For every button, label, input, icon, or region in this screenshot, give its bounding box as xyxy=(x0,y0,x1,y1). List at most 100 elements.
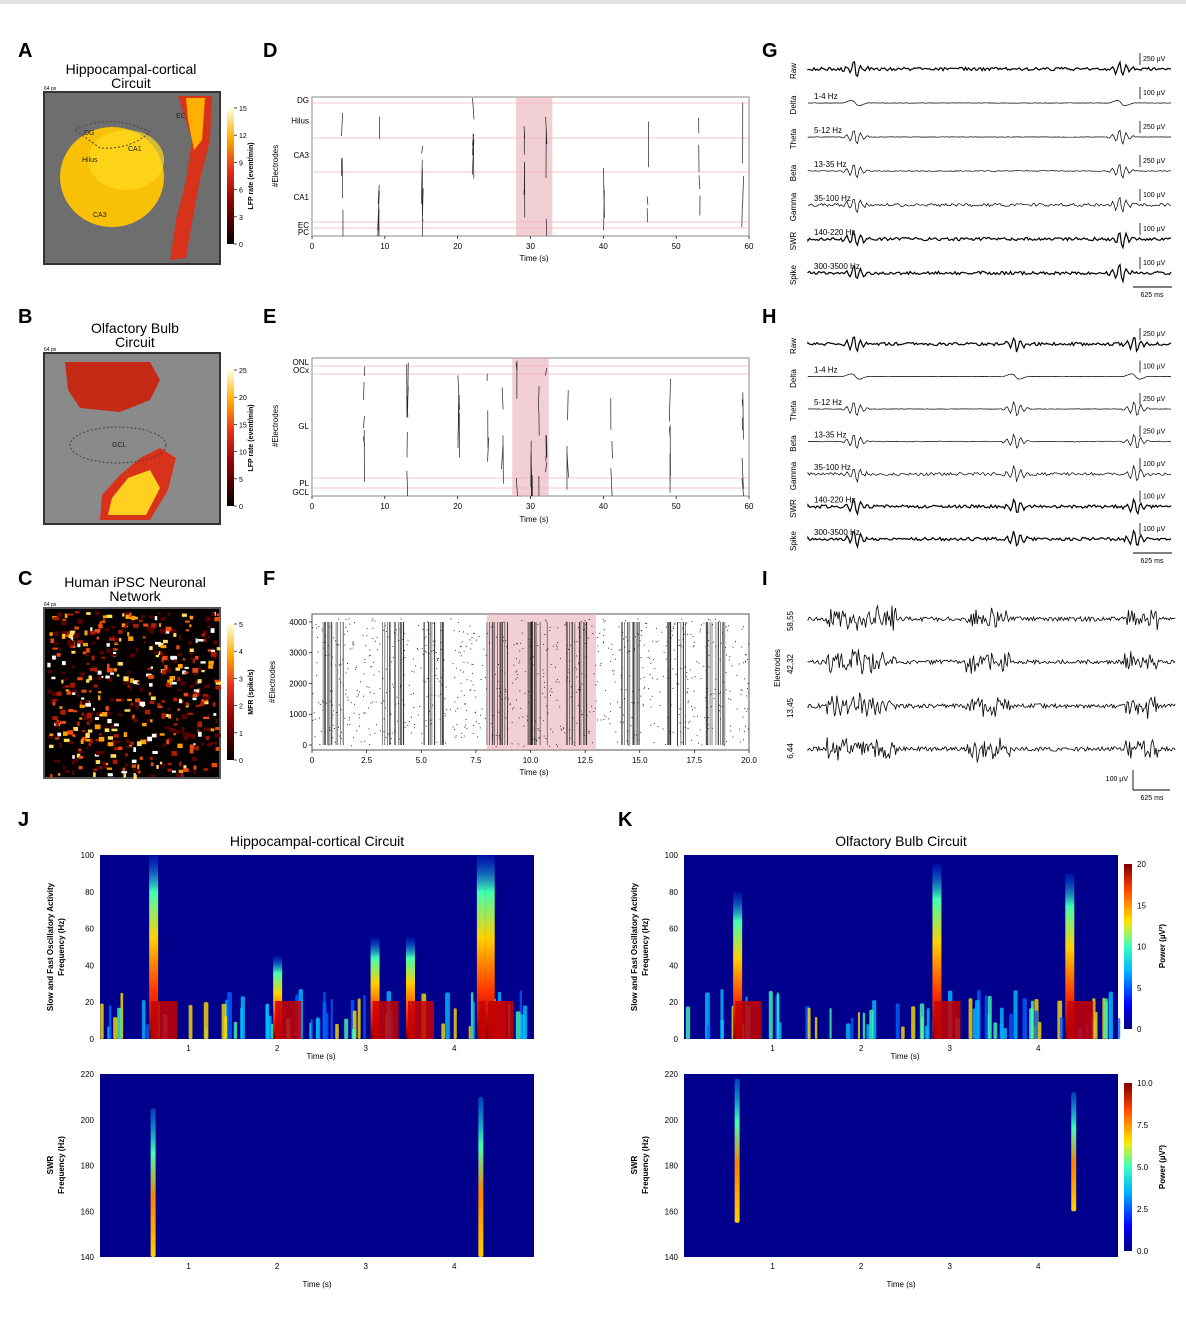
spectral-blob xyxy=(520,1014,526,1039)
panel-c-activity-pixel xyxy=(160,617,166,621)
channel-trace xyxy=(807,604,1176,631)
spike-dot xyxy=(672,626,674,628)
panel-c-activity-pixel xyxy=(74,611,80,614)
panel-c-activity-pixel xyxy=(101,712,108,717)
x-tick-label: 2 xyxy=(859,1262,864,1271)
panel-c-activity-pixel xyxy=(104,728,110,733)
spike-event xyxy=(603,190,605,231)
spike-dot xyxy=(375,640,377,642)
panel-c-activity-pixel xyxy=(215,746,220,751)
amplitude-scale-label: 100 µV xyxy=(1143,192,1166,199)
panel-c-activity-pixel xyxy=(159,623,162,627)
panel-c-activity-pixel xyxy=(125,746,131,749)
panel-c-activity-pixel xyxy=(52,701,56,706)
trace-row-label: Gamma xyxy=(789,461,798,490)
spike-dot xyxy=(515,699,517,701)
panel-c-activity-pixel xyxy=(183,768,189,773)
trace-row-label: Raw xyxy=(789,63,798,79)
x-tick-label: 3 xyxy=(363,1044,368,1053)
spike-dot xyxy=(358,691,360,693)
panel-c-activity-pixel xyxy=(146,625,152,630)
spectral-blob xyxy=(113,1017,118,1039)
spectral-blob xyxy=(807,1007,811,1039)
spike-dot xyxy=(714,688,716,690)
panel-c-activity-pixel xyxy=(155,654,160,658)
panel-c-activity-pixel xyxy=(195,655,199,660)
spectral-blob xyxy=(221,1003,227,1039)
spike-dot xyxy=(407,639,409,641)
panel-c-activity-pixel xyxy=(200,701,205,707)
spike-dot xyxy=(655,641,657,643)
spike-dot xyxy=(390,713,392,715)
panel-j-top-xlabel: Time (s) xyxy=(306,1052,335,1061)
spike-dot xyxy=(707,717,709,719)
spike-dot xyxy=(368,686,370,688)
spike-dot xyxy=(628,650,630,652)
spike-dot xyxy=(703,665,705,667)
spike-dot xyxy=(579,689,581,691)
spectral-blob xyxy=(117,1007,122,1039)
y-tick-label: 20 xyxy=(669,998,678,1007)
spike-dot xyxy=(556,743,558,745)
panel-c-activity-pixel xyxy=(52,647,58,650)
spike-dot xyxy=(584,623,586,625)
spike-dot xyxy=(314,718,316,720)
spike-dot xyxy=(603,621,605,623)
panel-c-activity-pixel xyxy=(78,750,83,754)
panel-c-activity-pixel xyxy=(133,680,138,685)
panel-c-activity-pixel xyxy=(53,616,60,621)
trace-band-label: 13-35 Hz xyxy=(814,160,846,169)
panel-c-activity-pixel xyxy=(203,716,210,720)
spike-dot xyxy=(679,708,681,710)
spike-dot xyxy=(413,727,415,729)
spike-dot xyxy=(608,647,610,649)
oscillation-burst xyxy=(485,855,495,1039)
spike-dot xyxy=(567,676,569,678)
panel-c-colorbar-tick-label: 0 xyxy=(239,758,243,765)
panel-c-activity-pixel xyxy=(62,766,66,770)
panel-a-colorbar-label: LFP rate (event/min) xyxy=(248,142,255,209)
panel-b-activity-lower-core xyxy=(108,470,160,515)
panel-c-activity-pixel xyxy=(53,642,59,645)
panel-c-activity-pixel xyxy=(211,612,215,616)
spike-dot xyxy=(372,637,374,639)
amplitude-scale-label: 250 µV xyxy=(1143,56,1166,63)
trace-line xyxy=(807,400,1172,417)
panel-c-activity-pixel xyxy=(57,732,62,737)
panel-c-activity-pixel xyxy=(150,696,156,701)
spike-dot xyxy=(636,632,638,634)
spectral-blob xyxy=(1000,1007,1004,1039)
spike-dot xyxy=(336,644,338,646)
spike-dot xyxy=(592,742,594,744)
spike-dot xyxy=(436,658,438,660)
spike-dot xyxy=(580,620,582,622)
spike-dot xyxy=(556,699,558,701)
spike-dot xyxy=(745,725,747,727)
spike-dot xyxy=(740,694,742,696)
panel-c-activity-pixel xyxy=(192,668,199,673)
panel-b-scale-label: 64 px xyxy=(44,347,57,353)
spike-dot xyxy=(642,667,644,669)
spectral-blob xyxy=(351,1028,356,1039)
panel-c-activity-pixel xyxy=(193,673,199,676)
spike-dot xyxy=(347,630,349,632)
spike-dot xyxy=(462,631,464,633)
panel-c-activity-pixel xyxy=(165,682,170,687)
panel-c-activity-pixel xyxy=(164,664,168,670)
spike-dot xyxy=(440,630,442,632)
spike-dot xyxy=(320,730,322,732)
spike-event xyxy=(421,219,424,237)
spike-dot xyxy=(460,645,462,647)
spike-dot xyxy=(478,636,480,638)
spike-dot xyxy=(362,634,364,636)
spectral-blob xyxy=(1013,990,1018,1039)
spike-dot xyxy=(662,728,664,730)
spike-dot xyxy=(542,693,544,695)
panel-c-activity-pixel xyxy=(191,756,197,762)
trace-band-label: 35-100 Hz xyxy=(814,194,851,203)
panel-k-top-ylabel-line1: Slow and Fast Oscillatory Activity xyxy=(630,882,639,1011)
panel-c-activity-pixel xyxy=(195,746,199,751)
x-tick-label: 50 xyxy=(672,502,681,511)
